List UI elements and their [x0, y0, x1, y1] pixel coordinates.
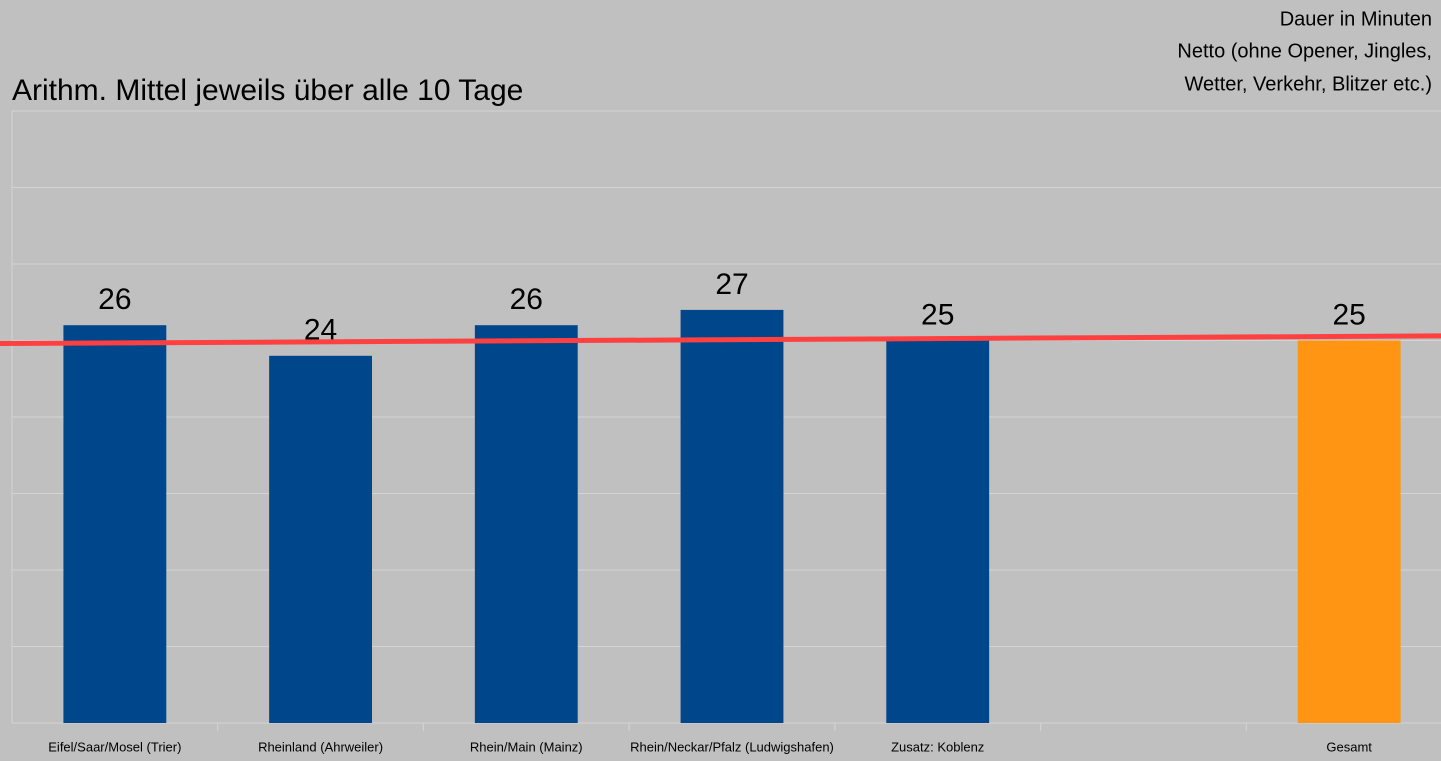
data-label: 26	[510, 283, 543, 316]
data-label: 25	[921, 298, 954, 331]
bar	[1297, 340, 1401, 723]
bar	[680, 309, 784, 723]
subtitle: Dauer in Minuten	[1280, 8, 1432, 30]
bar	[886, 340, 990, 723]
bar	[474, 325, 578, 723]
x-tick-label: Eifel/Saar/Mosel (Trier)	[48, 739, 181, 754]
chart-title: Arithm. Mittel jeweils über alle 10 Tage	[12, 74, 523, 107]
subtitle: Wetter, Verkehr, Blitzer etc.)	[1185, 73, 1433, 95]
x-tick-label: Rheinland (Ahrweiler)	[258, 739, 383, 754]
data-label: 25	[1332, 298, 1365, 331]
trend-line	[0, 333, 1441, 347]
data-label: 26	[98, 283, 131, 316]
bar	[63, 325, 167, 723]
x-tick-label: Gesamt	[1326, 739, 1372, 754]
subtitle: Netto (ohne Opener, Jingles,	[1177, 40, 1432, 62]
data-label: 27	[715, 268, 748, 301]
x-tick-label: Rhein/Main (Mainz)	[470, 739, 583, 754]
bar	[269, 355, 372, 723]
x-tick-label: Zusatz: Koblenz	[891, 739, 984, 754]
x-tick-label: Rhein/Neckar/Pfalz (Ludwigshafen)	[630, 739, 834, 754]
